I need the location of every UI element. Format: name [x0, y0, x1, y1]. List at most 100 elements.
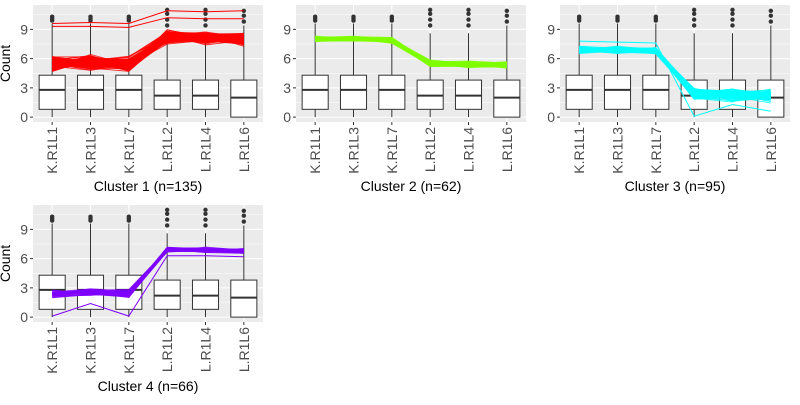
x-tick-label: L.R1L4: [725, 127, 741, 172]
profile-line: [52, 10, 244, 25]
x-tick-label: L.R1L6: [499, 127, 515, 172]
profile-line: [315, 36, 507, 67]
outlier-point: [49, 214, 55, 219]
x-tick-label: K.R1L3: [83, 327, 99, 374]
outlier-point: [126, 214, 132, 219]
box-iqr: [301, 74, 329, 110]
boxplot-K.R1L1: [38, 14, 66, 118]
outlier-point: [88, 14, 93, 19]
y-tick-label: 9: [20, 221, 28, 237]
chart-panel-1: 0 3 6 9 K.R1L1 K.R1L3 K.R1L7 L.R1L2 L.R1L4 L.R1L6…: [0, 5, 263, 194]
outlier-point: [241, 19, 247, 24]
panel-title: Cluster 3 (n=95): [625, 178, 726, 194]
outlier-point: [427, 23, 433, 28]
x-tick-label: K.R1L1: [44, 327, 60, 374]
outlier-point: [466, 17, 471, 22]
box-iqr: [642, 74, 670, 110]
y-tick-label: 3: [20, 80, 28, 96]
y-tick-label: 3: [283, 80, 291, 96]
outlier-point: [203, 223, 208, 228]
outlier-point: [768, 8, 774, 14]
x-tick-label: L.R1L2: [422, 127, 438, 172]
box-iqr: [565, 74, 593, 110]
x-tick-label: K.R1L1: [307, 127, 323, 174]
x-tick-label: K.R1L1: [44, 127, 60, 174]
outlier-point: [88, 214, 93, 219]
outlier-point: [504, 8, 510, 14]
profile-line: [315, 37, 507, 67]
boxplot-L.R1L6: [230, 208, 258, 318]
outlier-point: [241, 219, 247, 224]
profile-line: [579, 49, 771, 100]
outlier-point: [164, 17, 170, 22]
profile-lines: [579, 40, 771, 117]
outlier-point: [203, 23, 208, 28]
box-iqr: [38, 74, 66, 110]
outlier-point: [351, 14, 356, 19]
outlier-point: [203, 217, 208, 222]
chart-panel-4: 0 3 6 9 K.R1L1 K.R1L3 K.R1L7 L.R1L2 L.R1L4 L.R1L6…: [0, 205, 263, 394]
outlier-point: [691, 17, 697, 22]
outlier-point: [389, 14, 395, 19]
profile-line: [52, 31, 244, 68]
boxplot-L.R1L4: [454, 7, 483, 118]
outlier-point: [576, 14, 582, 19]
outlier-point: [126, 14, 132, 19]
outlier-point: [427, 11, 433, 16]
box-iqr: [603, 74, 632, 110]
x-tick-label: L.R1L4: [198, 327, 214, 372]
boxplot-K.R1L3: [603, 14, 632, 118]
x-tick-label: L.R1L2: [686, 127, 702, 172]
outlier-point: [241, 8, 247, 14]
y-tick-label: 0: [283, 109, 291, 125]
y-tick-label: 9: [283, 21, 291, 37]
outlier-point: [164, 223, 170, 228]
boxplot-L.R1L6: [493, 8, 521, 118]
y-tick-label: 6: [20, 51, 28, 67]
boxplot-L.R1L2: [416, 7, 444, 118]
outlier-point: [615, 14, 620, 19]
profile-lines: [52, 10, 244, 72]
box-iqr: [378, 74, 406, 110]
y-tick-label: 3: [547, 80, 555, 96]
box-iqr: [339, 74, 368, 110]
x-tick-label: K.R1L1: [571, 127, 587, 174]
y-tick-label: 0: [547, 109, 555, 125]
outlier-point: [164, 11, 170, 16]
x-tick-label: L.R1L2: [159, 327, 175, 372]
y-tick-label: 9: [547, 21, 555, 37]
y-tick-label: 6: [20, 251, 28, 267]
boxplot-K.R1L1: [301, 14, 329, 118]
boxplot-K.R1L3: [339, 14, 368, 118]
outlier-point: [164, 211, 170, 216]
panel-title: Cluster 2 (n=62): [361, 178, 462, 194]
outlier-point: [691, 7, 697, 13]
outlier-point: [768, 13, 774, 18]
y-tick-label: 6: [547, 51, 555, 67]
panel-background: [560, 5, 790, 122]
outlier-point: [768, 19, 774, 24]
y-tick-label: 6: [283, 51, 291, 67]
chart-panel-3: 0 3 6 9 K.R1L1 K.R1L3 K.R1L7 L.R1L2 L.R1L4 L.R1L6…: [547, 5, 790, 194]
boxplot-K.R1L1: [38, 214, 66, 318]
y-axis-title: Count: [0, 45, 13, 82]
outlier-point: [241, 13, 247, 18]
y-axis-title: Count: [0, 245, 13, 282]
outlier-point: [504, 13, 510, 18]
panel-title: Cluster 1 (n=135): [94, 178, 203, 194]
chart-panel-2: 0 3 6 9 K.R1L1 K.R1L3 K.R1L7 L.R1L2 L.R1L4 L.R1L6…: [283, 5, 526, 194]
outlier-point: [241, 213, 247, 218]
outlier-point: [203, 207, 208, 213]
outlier-point: [203, 17, 208, 22]
profile-line: [579, 47, 771, 100]
profile-line: [315, 37, 507, 68]
x-tick-label: L.R1L2: [159, 127, 175, 172]
panel-title: Cluster 4 (n=66): [98, 378, 199, 394]
x-tick-label: L.R1L4: [198, 127, 214, 172]
profile-line: [579, 40, 771, 117]
profile-line: [52, 246, 244, 295]
profile-line: [52, 17, 244, 28]
outlier-point: [466, 7, 471, 13]
